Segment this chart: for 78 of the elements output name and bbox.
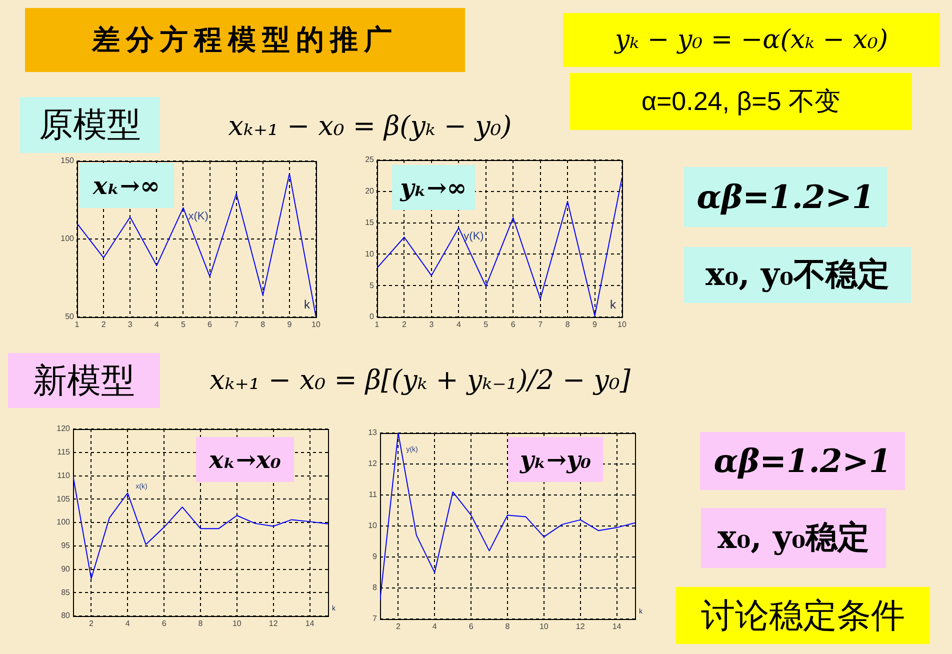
x-tick-label: 1 [74,320,80,330]
y-tick-label: 120 [56,424,71,434]
x-tick-label: 4 [432,622,438,632]
text: xₖ₊₁ − x₀ = β[(yₖ + yₖ₋₁)/2 − y₀] [208,364,632,398]
x-tick-label: 8 [565,320,570,330]
y-tick-label: 10 [365,249,375,258]
y-tick-label: 100 [60,234,75,244]
x-tick-label: 12 [576,622,586,632]
x-tick-label: 2 [402,320,407,330]
x-tick-label: 8 [260,320,266,330]
annotation: xₖ→∞ [79,163,174,208]
y-tick-label: 9 [372,552,378,562]
x-tick-label: 2 [396,622,401,632]
y-tick-label: 10 [368,521,378,530]
annotation: y(K) [464,230,484,242]
text: αβ=1.2>1 [684,167,887,227]
y-tick-label: 5 [370,280,375,290]
y-tick-label: 8 [372,583,378,592]
x-tick-label: 9 [592,320,598,330]
annotation: x(K) [188,210,208,222]
y-tick-label: 85 [61,588,71,597]
text: xₖ₊₁ − x₀ = β(yₖ − y₀) [227,110,513,144]
x-tick-label: 4 [154,320,160,330]
y-tick-label: 110 [57,470,71,480]
x-tick-label: 6 [468,622,474,632]
text: αβ=1.2>1 [700,432,905,490]
x-axis-title: k [304,297,311,312]
x-tick-label: 10 [539,622,549,632]
x-tick-label: 14 [612,622,622,632]
y-tick-label: 0 [370,312,375,322]
text: α=0.24, β=5 不变 [570,73,912,130]
x-tick-label: 10 [232,619,242,628]
annotation: yₖ→∞ [392,165,475,210]
x-tick-label: 2 [101,320,106,330]
x-tick-label: 2 [88,619,94,628]
y-tick-label: 80 [61,611,71,620]
y-tick-label: 100 [56,518,71,527]
x-tick-label: 10 [618,320,627,330]
x-tick-label: 14 [305,619,315,628]
x-tick-label: 6 [208,320,213,330]
y-tick-label: 20 [365,186,375,196]
y-tick-label: 13 [368,428,378,438]
x-tick-label: 6 [510,320,516,330]
x-tick-label: 9 [287,320,292,330]
x-tick-label: 10 [312,320,321,330]
text: yₖ − y₀ = −α(xₖ − x₀) [563,13,940,67]
x-tick-label: 8 [505,622,510,632]
annotation: yₖ→y₀ [508,437,603,482]
x-tick-label: 3 [128,320,133,330]
y-tick-label: 90 [61,564,71,574]
text: 讨论稳定条件 [676,587,930,644]
x-tick-label: 4 [125,619,130,628]
text: x₀, y₀稳定 [701,508,886,568]
y-tick-label: 25 [365,155,375,164]
y-tick-label: 105 [56,494,71,504]
annotation: xₖ→x₀ [196,437,294,482]
x-tick-label: 6 [162,619,167,628]
y-tick-label: 150 [60,156,75,166]
x-tick-label: 7 [538,320,544,330]
text: 新模型 [8,353,160,408]
x-tick-label: 12 [268,619,278,628]
x-tick-label: 1 [374,320,380,330]
text: x₀, y₀不稳定 [684,247,911,303]
y-tick-label: 15 [365,218,375,228]
x-tick-label: 3 [429,320,434,330]
x-axis-title: k [610,297,617,312]
y-tick-label: 95 [61,541,71,550]
x-tick-label: 7 [234,320,240,330]
y-tick-label: 12 [368,459,378,468]
x-tick-label: 5 [180,320,186,330]
x-tick-label: 5 [484,320,489,330]
y-tick-label: 115 [57,448,71,457]
y-tick-label: 11 [368,490,378,500]
x-tick-label: 8 [198,619,204,628]
y-tick-label: 50 [65,312,75,322]
x-tick-label: 4 [456,320,462,330]
text: 原模型 [20,97,160,153]
text: 差分方程模型的推广 [25,8,465,72]
